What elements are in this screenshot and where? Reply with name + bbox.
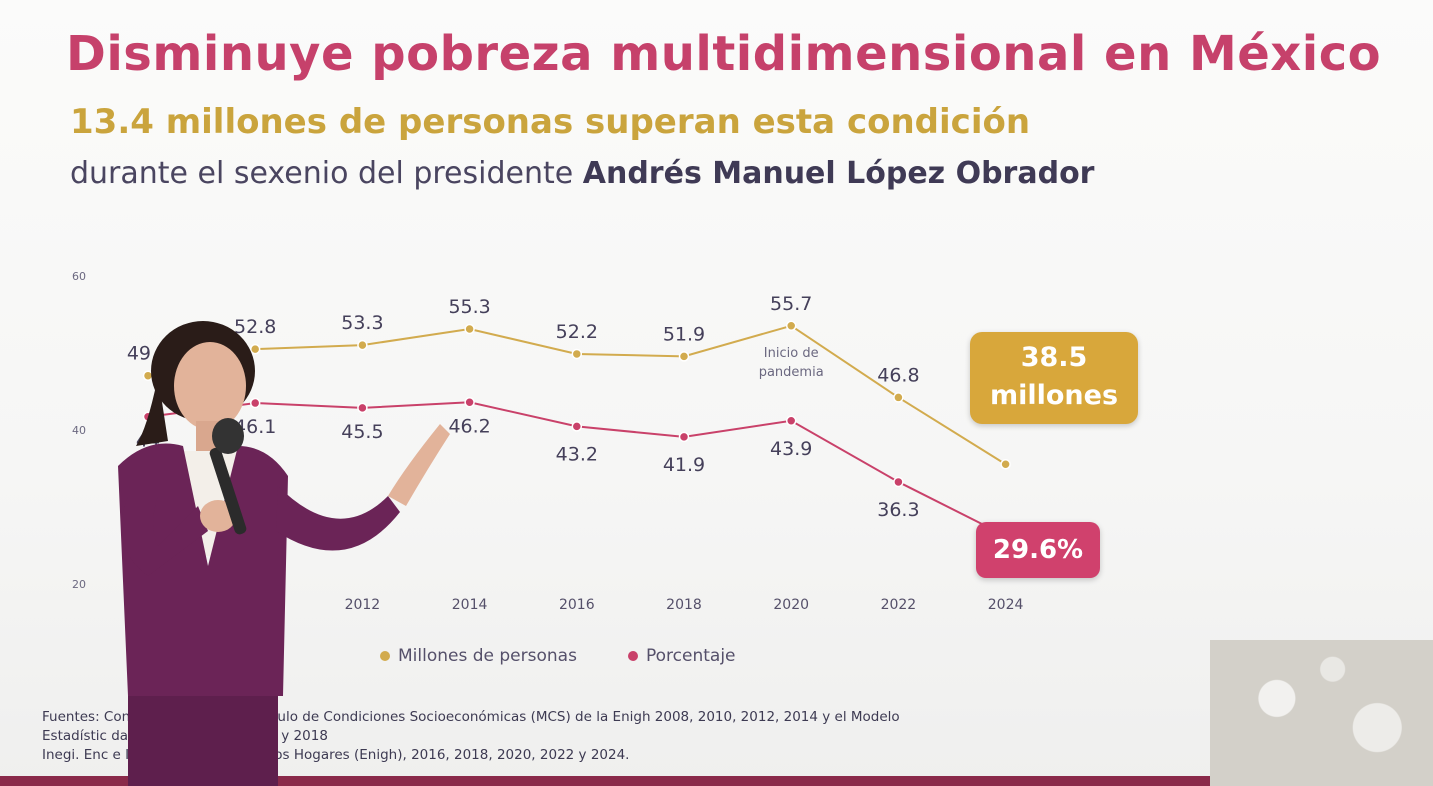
data-label-millones-2014: 55.3 xyxy=(448,296,490,318)
data-point-porcentaje-2022 xyxy=(893,476,904,488)
data-point-porcentaje-2016 xyxy=(571,421,583,432)
data-label-millones-2010: 52.8 xyxy=(234,316,276,338)
slide-subtitle: 13.4 millones de personas superan esta c… xyxy=(70,102,1031,142)
legend-item-millones: Millones de personas xyxy=(380,646,577,666)
data-label-porcentaje-2012: 45.5 xyxy=(341,421,383,443)
badge-millions-unit: millones xyxy=(989,380,1119,411)
data-label-porcentaje-2022: 36.3 xyxy=(877,499,919,521)
bottom-bar xyxy=(0,776,1210,786)
badge-millions-value: 38.5 xyxy=(1020,342,1088,373)
data-label-millones-2018: 51.9 xyxy=(663,323,705,345)
data-label-millones-2016: 52.2 xyxy=(556,321,598,343)
data-label-millones-2020: 55.7 xyxy=(770,293,812,315)
data-point-millones-2014 xyxy=(464,323,475,335)
data-label-porcentaje-2014: 46.2 xyxy=(448,415,490,437)
legend-label-porcentaje: Porcentaje xyxy=(646,646,736,666)
subline-prefix: durante el sexenio del presidente xyxy=(70,156,583,191)
data-point-millones-2024 xyxy=(1000,458,1011,470)
subline-bold: Andrés Manuel López Obrador xyxy=(582,156,1095,191)
data-point-millones-2016 xyxy=(571,348,583,360)
legend-dot-millones xyxy=(380,651,390,661)
data-point-porcentaje-2012 xyxy=(357,402,368,414)
data-point-millones-2010 xyxy=(249,343,261,355)
slide-subline: durante el sexenio del presidente Andrés… xyxy=(70,156,1094,191)
presenter-figure xyxy=(118,321,450,786)
x-tick-label-2020: 2020 xyxy=(773,597,809,613)
legend-dot-porcentaje xyxy=(628,651,638,661)
data-point-millones-2018 xyxy=(678,351,690,362)
data-point-millones-2022 xyxy=(893,392,904,403)
legend-item-porcentaje: Porcentaje xyxy=(628,646,736,666)
badge-percentage: 29.6% xyxy=(976,522,1100,578)
decorative-panel xyxy=(1210,640,1433,786)
y-tick-label-40: 40 xyxy=(72,424,86,437)
data-label-porcentaje-2016: 43.2 xyxy=(556,443,598,465)
data-point-porcentaje-2018 xyxy=(678,431,690,443)
badge-millions: 38.5 millones xyxy=(970,332,1138,424)
x-tick-label-2014: 2014 xyxy=(452,597,488,613)
data-label-porcentaje-2018: 41.9 xyxy=(663,454,705,476)
data-label-millones-2022: 46.8 xyxy=(877,364,919,386)
y-tick-label-60: 60 xyxy=(72,270,86,283)
x-tick-label-2016: 2016 xyxy=(559,597,595,613)
data-point-porcentaje-2010 xyxy=(249,397,261,409)
x-tick-label-2022: 2022 xyxy=(881,597,917,613)
data-label-millones-2012: 53.3 xyxy=(341,312,383,334)
slide-title: Disminuye pobreza multidimensional en Mé… xyxy=(66,26,1382,82)
annotation-pandemia-line-1: Inicio de xyxy=(764,346,819,361)
data-label-porcentaje-2010: 46.1 xyxy=(234,416,276,438)
data-point-millones-2020 xyxy=(785,320,797,332)
data-label-porcentaje-2020: 43.9 xyxy=(770,438,812,460)
legend-label-millones: Millones de personas xyxy=(398,646,577,666)
y-tick-label-20: 20 xyxy=(72,578,86,591)
data-point-porcentaje-2014 xyxy=(464,397,475,408)
annotation-pandemia-line-2: pandemia xyxy=(759,365,824,380)
x-tick-label-2024: 2024 xyxy=(988,597,1024,613)
x-tick-label-2012: 2012 xyxy=(345,597,381,613)
x-tick-label-2018: 2018 xyxy=(666,597,702,613)
data-point-porcentaje-2020 xyxy=(785,415,797,427)
data-point-millones-2012 xyxy=(357,339,368,351)
